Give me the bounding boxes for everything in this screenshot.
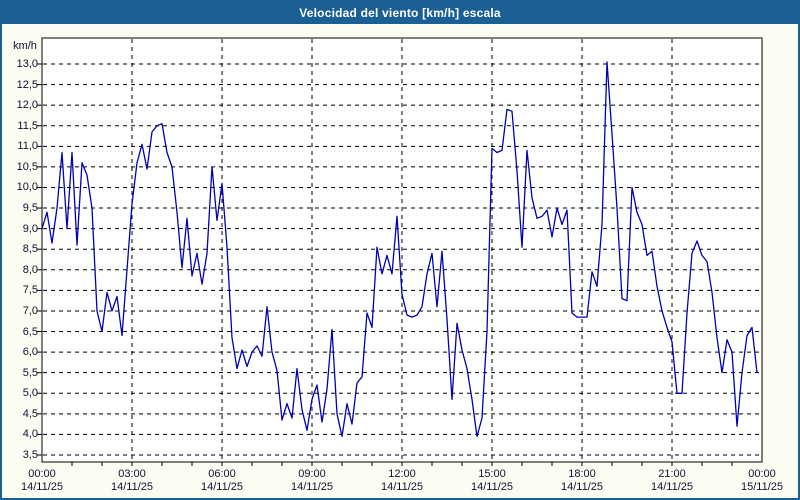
- x-tick-date: 14/11/25: [560, 481, 603, 493]
- y-tick-label: 12,5: [16, 78, 38, 91]
- x-tick-label: 03:00 14/11/25: [97, 468, 167, 494]
- x-tick-label: 00:00 14/11/25: [7, 468, 77, 494]
- x-tick-time: 18:00: [568, 468, 596, 480]
- y-tick-label: 9,0: [22, 222, 38, 235]
- x-tick-date: 14/11/25: [20, 481, 63, 493]
- x-tick-time: 00:00: [28, 468, 56, 480]
- x-tick-label: 00:00 15/11/25: [727, 468, 797, 494]
- x-tick-time: 12:00: [388, 468, 416, 480]
- y-tick-label: 6,5: [22, 325, 38, 338]
- x-tick-label: 12:00 14/11/25: [367, 468, 437, 494]
- y-tick-label: 9,5: [22, 202, 38, 215]
- x-tick-date: 14/11/25: [470, 481, 513, 493]
- y-tick-label: 11,0: [17, 140, 38, 153]
- y-tick-label: 5,0: [22, 387, 38, 400]
- y-tick-label: 5,5: [22, 366, 38, 379]
- x-tick-label: 15:00 14/11/25: [457, 468, 527, 494]
- wind-speed-series: [41, 61, 758, 438]
- y-tick-label: 7,5: [22, 284, 38, 297]
- x-tick-date: 14/11/25: [650, 481, 693, 493]
- x-tick-time: 09:00: [298, 468, 326, 480]
- y-tick-label: 8,0: [22, 263, 38, 276]
- x-tick-time: 15:00: [478, 468, 506, 480]
- y-tick-label: 7,0: [22, 304, 38, 317]
- x-tick-date: 15/11/25: [740, 481, 783, 493]
- x-tick-time: 03:00: [118, 468, 146, 480]
- x-tick-date: 14/11/25: [380, 481, 423, 493]
- x-tick-label: 21:00 14/11/25: [637, 468, 707, 494]
- y-tick-label: 4,0: [22, 428, 38, 441]
- x-tick-label: 06:00 14/11/25: [187, 468, 257, 494]
- x-tick-label: 09:00 14/11/25: [277, 468, 347, 494]
- y-tick-label: 8,5: [22, 243, 38, 256]
- y-tick-label: 11,5: [17, 119, 38, 132]
- y-tick-label: 3,5: [22, 449, 38, 461]
- x-tick-time: 00:00: [748, 468, 776, 480]
- y-tick-label: 10,0: [16, 181, 38, 194]
- x-tick-date: 14/11/25: [200, 481, 243, 493]
- x-tick-time: 06:00: [208, 468, 236, 480]
- chart-title: Velocidad del viento [km/h] escala: [299, 6, 501, 20]
- x-tick-date: 14/11/25: [110, 481, 153, 493]
- y-axis-unit-label: km/h: [13, 40, 37, 52]
- y-tick-label: 10,5: [16, 160, 38, 173]
- chart-title-bar: Velocidad del viento [km/h] escala: [2, 2, 798, 24]
- y-tick-label: 6,0: [22, 346, 38, 359]
- y-tick-label: 4,5: [22, 407, 38, 420]
- x-tick-date: 14/11/25: [290, 481, 333, 493]
- y-tick-label: 12,0: [16, 99, 38, 112]
- x-tick-time: 21:00: [658, 468, 686, 480]
- y-tick-label: 13,0: [16, 58, 38, 70]
- x-tick-label: 18:00 14/11/25: [547, 468, 617, 494]
